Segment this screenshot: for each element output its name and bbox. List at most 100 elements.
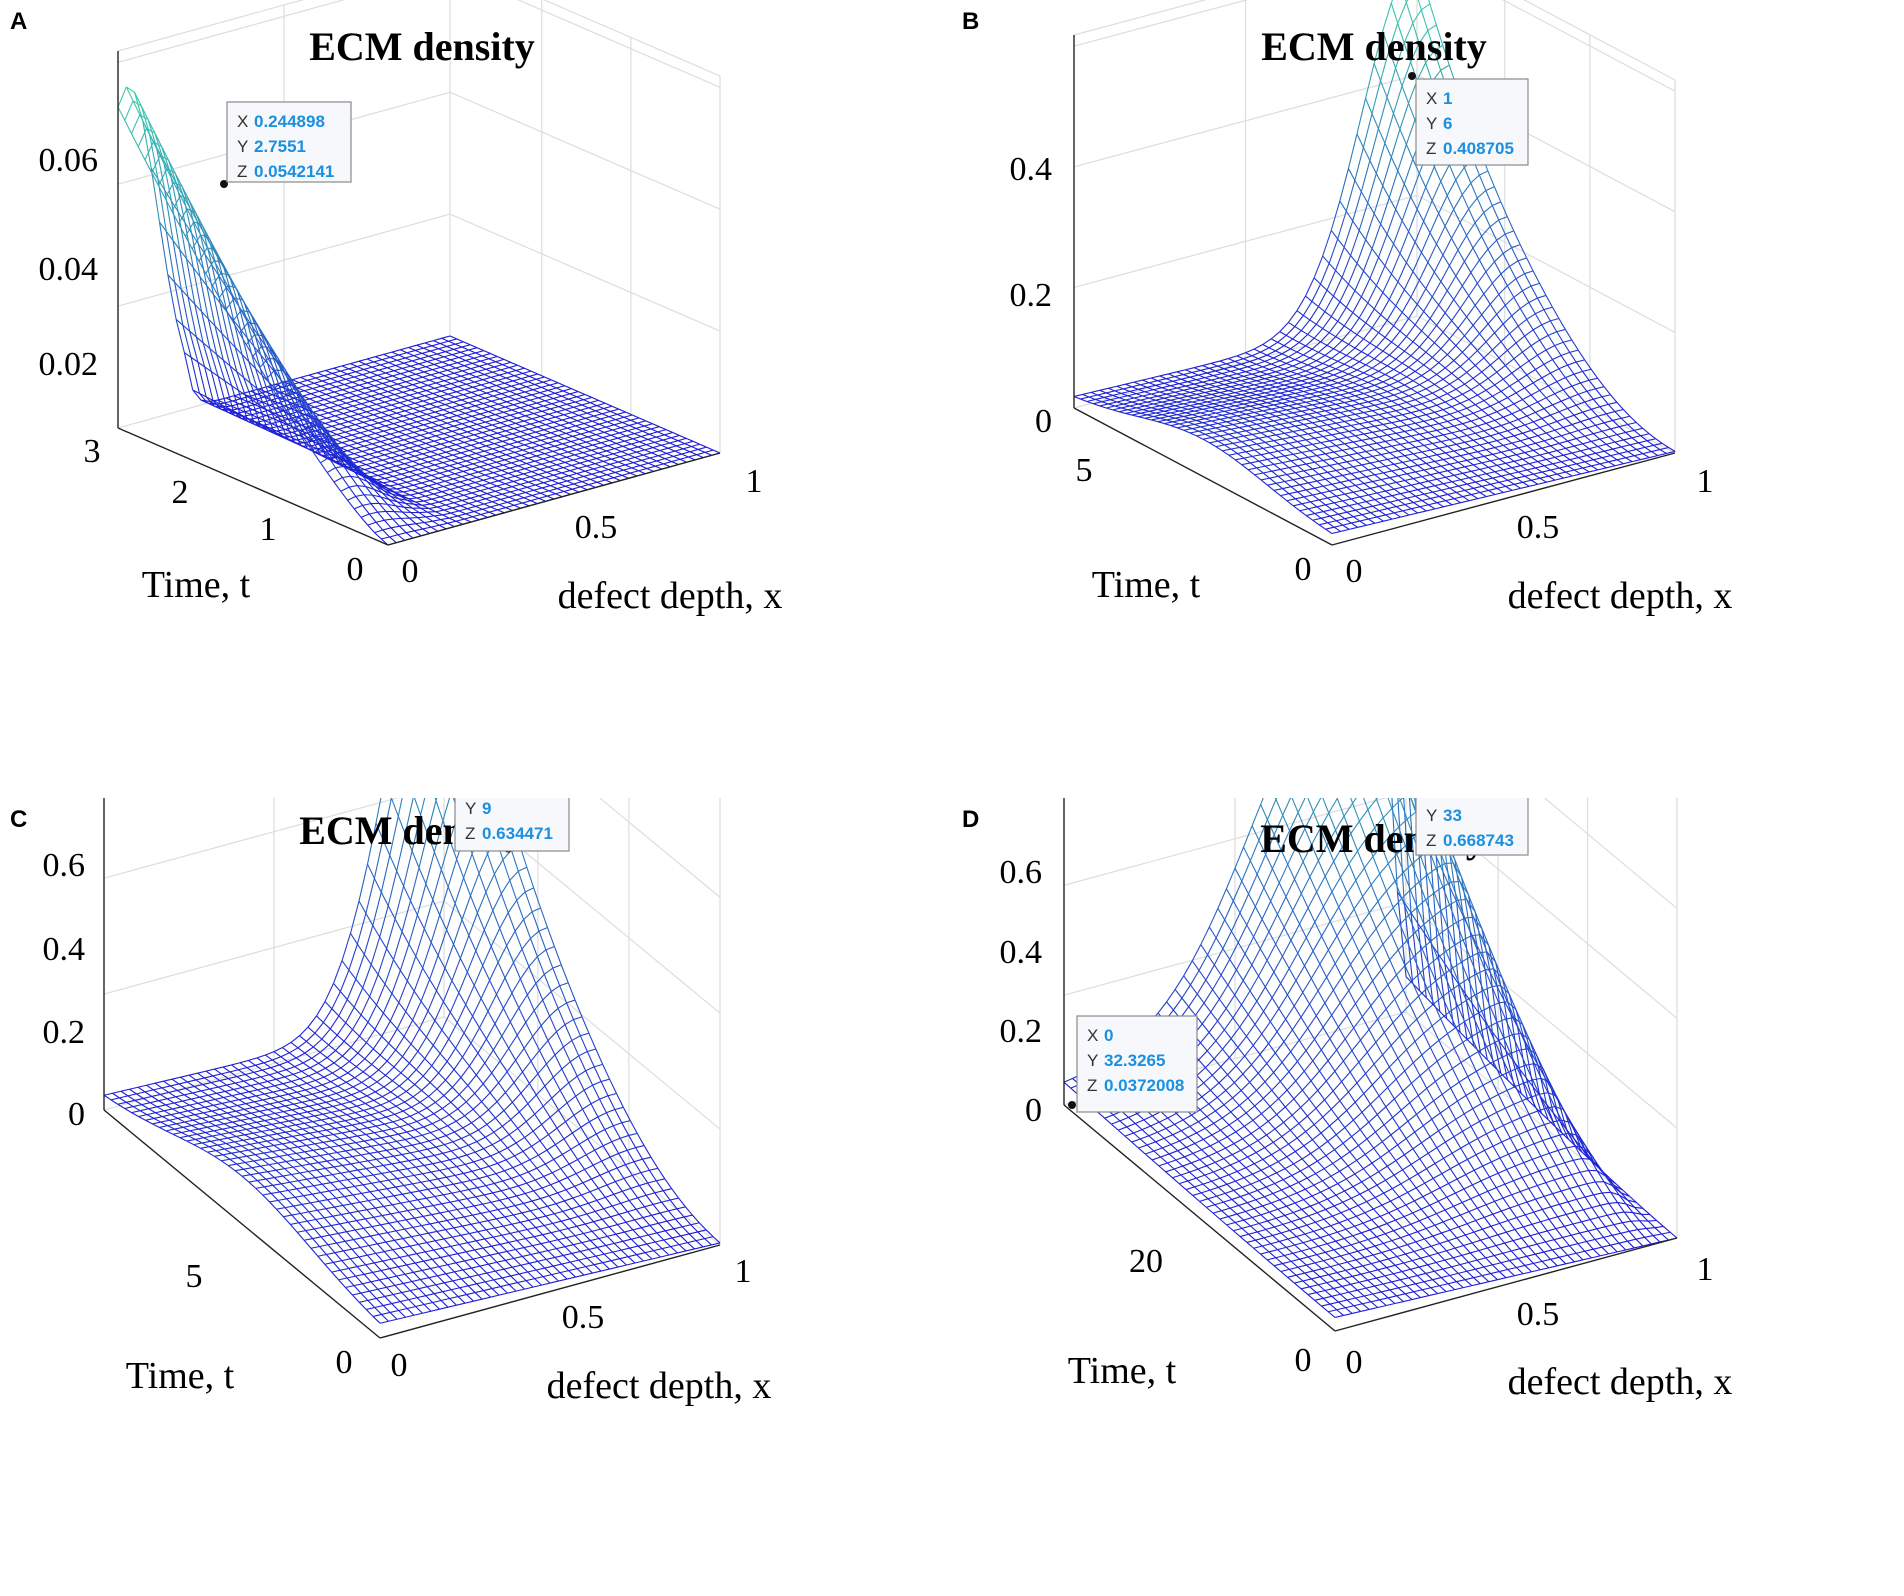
surface-mesh: [1063, 798, 1678, 1318]
panel-label: B: [962, 8, 980, 35]
x-tick-label: 0: [391, 1347, 408, 1384]
data-tip-box: [1415, 78, 1529, 166]
x-tick-label: 1: [746, 463, 763, 500]
data-tip-marker: [1408, 72, 1416, 80]
x-tick-label: 1: [735, 1253, 752, 1290]
axes: [1073, 35, 1676, 546]
x-tick-label: 0.5: [1517, 1296, 1560, 1333]
chart-title: ECM density: [1261, 24, 1487, 69]
x-axis-label: defect depth, x: [558, 575, 783, 617]
data-tip-value: 32.3265: [1104, 1051, 1165, 1070]
surface-plot-a: ECM density 0 0.5 1 0 1 2 3 0.02 0.04 0.06 defect d…: [39, 0, 783, 617]
data-tip-key: Z: [1087, 1076, 1097, 1095]
chart-title: ECM density: [309, 24, 535, 69]
time-axis-label: Time, t: [126, 1355, 235, 1397]
time-tick-label: 3: [84, 433, 101, 470]
panel-label: C: [10, 806, 28, 833]
time-axis-label: Time, t: [142, 564, 251, 606]
data-tip: X 1Y 6Z 0.408705: [1408, 72, 1529, 166]
data-tip-key: Y: [237, 137, 248, 156]
data-tip: X 0Y 32.3265 Z 0.0372008: [1068, 1015, 1198, 1113]
data-tip-key: X: [1426, 798, 1437, 800]
surface-mesh: [1073, 0, 1676, 535]
data-tip-key: Z: [1426, 831, 1436, 850]
z-tick-label: 0.06: [39, 142, 99, 179]
z-tick-label: 0.4: [1000, 934, 1043, 971]
axes: [117, 51, 721, 546]
x-axis-label: defect depth, x: [1508, 575, 1733, 617]
data-tip: X 0.244898 Y 2.7551 Z 0.0542141: [220, 101, 352, 188]
data-tip: X1Y9Z0.634471: [454, 798, 570, 852]
data-tip-marker: [1068, 1101, 1076, 1109]
z-tick-label: 0: [1035, 403, 1052, 440]
panel-label: D: [962, 806, 980, 833]
data-tip-box: [454, 798, 570, 852]
x-tick-label: 0.5: [562, 1299, 605, 1336]
time-axis-label: Time, t: [1092, 564, 1201, 606]
z-tick-label: 0: [68, 1096, 85, 1133]
x-tick-label: 1: [1697, 463, 1714, 500]
z-tick-label: 0.6: [43, 847, 86, 884]
z-tick-label: 0.2: [43, 1014, 86, 1051]
data-tip-value: 0.408705: [1443, 139, 1514, 158]
x-tick-label: 1: [1697, 1251, 1714, 1288]
panel-label: A: [10, 8, 28, 35]
x-axis-label: defect depth, x: [547, 1365, 772, 1407]
data-tip-value: 0.0542141: [254, 162, 334, 181]
time-tick-label: 2: [172, 474, 189, 511]
data-tip-box: [226, 101, 352, 183]
data-tip-value: 6: [1443, 114, 1452, 133]
data-tip-value: 1: [1443, 89, 1452, 108]
panel-a: A ECM density 0 0.5 1 0 1 2 3 0.02 0.04 0.06 defect…: [0, 0, 952, 798]
panel-d: D ECM density 0 0.5 1 0 20 0 0.2 0.4 0.6 defect de…: [952, 798, 1904, 1596]
z-tick-label: 0.4: [1010, 151, 1053, 188]
surface-mesh: [117, 86, 721, 546]
z-tick-label: 0.4: [43, 931, 86, 968]
time-tick-label: 0: [347, 551, 364, 588]
axis-grid: [1073, 0, 1676, 454]
x-tick-label: 0.5: [575, 509, 618, 546]
x-axis-label: defect depth, x: [1508, 1361, 1733, 1403]
data-tip-key: X: [237, 112, 248, 131]
data-tip-value: 2.7551: [254, 137, 306, 156]
axes: [1063, 798, 1678, 1332]
data-tip-key: Z: [465, 824, 475, 843]
x-tick-label: 0: [1346, 553, 1363, 590]
z-tick-label: 0.6: [1000, 854, 1043, 891]
panel-b: B ECM density 0 0.5 1 0 5 0 0.2 0.4 defect depth,…: [952, 0, 1904, 798]
axes: [103, 798, 721, 1339]
data-tip-key: X: [1426, 89, 1437, 108]
data-tip-marker: [220, 180, 228, 188]
z-tick-label: 0.2: [1000, 1013, 1043, 1050]
data-tip-key: Y: [1426, 114, 1437, 133]
data-tip-box: [1415, 798, 1529, 856]
data-tip-value: 0.634471: [482, 824, 553, 843]
data-tip-key: Y: [465, 799, 476, 818]
x-tick-label: 0: [402, 553, 419, 590]
data-tip-value: 1: [1443, 798, 1452, 800]
z-tick-label: 0: [1025, 1092, 1042, 1129]
surface-mesh: [103, 798, 721, 1324]
data-tip-key: Y: [1426, 806, 1437, 825]
time-axis-label: Time, t: [1068, 1350, 1177, 1392]
axis-grid: [1063, 798, 1678, 1239]
time-tick-label: 5: [186, 1258, 203, 1295]
time-tick-label: 1: [260, 511, 277, 548]
data-tip-key: X: [1087, 1026, 1098, 1045]
time-tick-label: 0: [1295, 551, 1312, 588]
z-tick-label: 0.04: [39, 251, 99, 288]
data-tip-value: 0.0372008: [1104, 1076, 1184, 1095]
data-tip-key: Y: [1087, 1051, 1098, 1070]
data-tip-box: [1076, 1015, 1198, 1113]
x-tick-label: 0.5: [1517, 509, 1560, 546]
time-tick-label: 5: [1076, 452, 1093, 489]
data-tip: X 1 Y 33 Z 0.668743: [1415, 798, 1529, 856]
data-tip-value: 9: [482, 799, 491, 818]
data-tip-value: 0: [1104, 1026, 1113, 1045]
panel-c: C ECM density 0 0.5 1 0 5 0 0.2 0.4 0.6 defect dep…: [0, 798, 952, 1596]
data-tip-key: Z: [237, 162, 247, 181]
time-tick-label: 0: [1295, 1342, 1312, 1379]
z-tick-label: 0.02: [39, 346, 99, 383]
